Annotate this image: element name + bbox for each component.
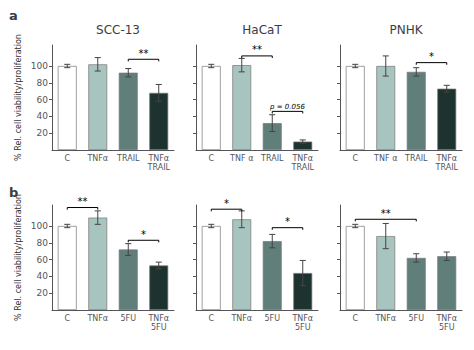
svg-text:TNFα: TNFα [86,154,108,163]
svg-text:TRAIL: TRAIL [260,154,284,163]
svg-text:5FU: 5FU [295,323,311,332]
svg-text:*: * [141,229,146,240]
svg-text:5FU: 5FU [439,323,455,332]
svg-text:C: C [352,154,358,163]
svg-text:**: ** [252,44,262,55]
svg-text:5FU: 5FU [120,314,136,323]
svg-text:a: a [9,8,18,23]
svg-text:C: C [64,154,70,163]
svg-text:5FU: 5FU [264,314,280,323]
svg-text:p = 0.056: p = 0.056 [269,103,305,111]
svg-text:TNF α: TNF α [373,154,397,163]
svg-text:100: 100 [31,221,48,231]
svg-text:C: C [352,314,358,323]
svg-text:TNFα: TNFα [435,314,457,323]
svg-text:TRAIL: TRAIL [147,163,171,172]
svg-text:**: ** [381,208,391,219]
svg-text:HaCaT: HaCaT [242,23,282,37]
svg-text:60: 60 [37,255,49,265]
svg-text:**: ** [78,196,88,207]
svg-text:b: b [9,185,18,200]
svg-text:C: C [208,154,214,163]
svg-text:TNFα: TNFα [86,314,108,323]
svg-text:80: 80 [37,238,49,248]
svg-text:60: 60 [37,95,49,105]
svg-text:40: 40 [37,111,49,121]
svg-text:SCC-13: SCC-13 [96,23,140,37]
svg-text:TRAIL: TRAIL [291,163,315,172]
svg-text:5FU: 5FU [408,314,424,323]
svg-text:TRAIL: TRAIL [435,163,459,172]
svg-text:TNFα: TNFα [230,314,252,323]
svg-text:TNFα: TNFα [291,154,313,163]
svg-text:TRAIL: TRAIL [404,154,428,163]
svg-text:20: 20 [37,128,49,138]
svg-text:TNFα: TNFα [147,314,169,323]
svg-text:TNFα: TNFα [291,314,313,323]
svg-text:C: C [208,314,214,323]
svg-text:40: 40 [37,271,49,281]
svg-text:TRAIL: TRAIL [116,154,140,163]
svg-text:*: * [224,198,229,209]
svg-text:**: ** [139,48,149,59]
svg-text:PNHK: PNHK [389,23,423,37]
svg-text:5FU: 5FU [151,323,167,332]
svg-text:TNFα: TNFα [435,154,457,163]
svg-text:100: 100 [31,61,48,71]
svg-text:TNFα: TNFα [374,314,396,323]
svg-text:80: 80 [37,78,49,88]
svg-text:TNF α: TNF α [229,154,253,163]
svg-text:% Rel. cell viability/prolifer: % Rel. cell viability/proliferation [14,194,23,321]
svg-text:C: C [64,314,70,323]
svg-text:20: 20 [37,288,49,298]
svg-text:*: * [429,51,434,62]
svg-text:*: * [285,216,290,227]
svg-text:% Rel. cell viability/prolifer: % Rel. cell viability/proliferation [14,34,23,161]
svg-text:TNFα: TNFα [147,154,169,163]
